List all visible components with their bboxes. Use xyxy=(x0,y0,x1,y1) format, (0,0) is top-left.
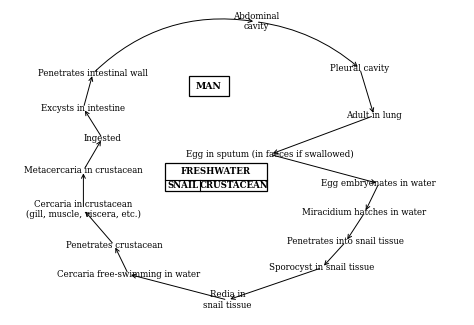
Text: CRUSTACEAN: CRUSTACEAN xyxy=(199,181,268,190)
Text: FRESHWATER: FRESHWATER xyxy=(181,167,251,176)
Text: Penetrates into snail tissue: Penetrates into snail tissue xyxy=(287,237,404,246)
Text: SNAIL: SNAIL xyxy=(167,181,198,190)
Text: Sporocyst in snail tissue: Sporocyst in snail tissue xyxy=(269,263,375,272)
Text: MAN: MAN xyxy=(196,82,221,91)
Text: Egg embryonates in water: Egg embryonates in water xyxy=(321,179,436,188)
Bar xyxy=(189,76,229,97)
Bar xyxy=(165,163,266,191)
Text: Penetrates crustacean: Penetrates crustacean xyxy=(66,240,163,250)
Text: Abdominal
cavity: Abdominal cavity xyxy=(233,12,279,32)
Text: Miracidium hatches in water: Miracidium hatches in water xyxy=(302,208,427,217)
Text: Ingested: Ingested xyxy=(83,134,121,143)
Text: Pleural cavity: Pleural cavity xyxy=(330,64,390,73)
Text: Redia in
snail tissue: Redia in snail tissue xyxy=(203,290,252,310)
Text: Excysts in intestine: Excysts in intestine xyxy=(41,104,126,113)
Text: Egg in sputum (in faeces if swallowed): Egg in sputum (in faeces if swallowed) xyxy=(186,150,354,159)
Text: Cercaria free-swimming in water: Cercaria free-swimming in water xyxy=(57,270,200,279)
Text: Adult in lung: Adult in lung xyxy=(346,111,402,120)
Text: Penetrates intestinal wall: Penetrates intestinal wall xyxy=(38,69,148,78)
Text: Metacercaria in crustacean: Metacercaria in crustacean xyxy=(24,166,143,175)
Text: Cercaria in crustacean
(gill, muscle, viscera, etc.): Cercaria in crustacean (gill, muscle, vi… xyxy=(26,200,141,219)
